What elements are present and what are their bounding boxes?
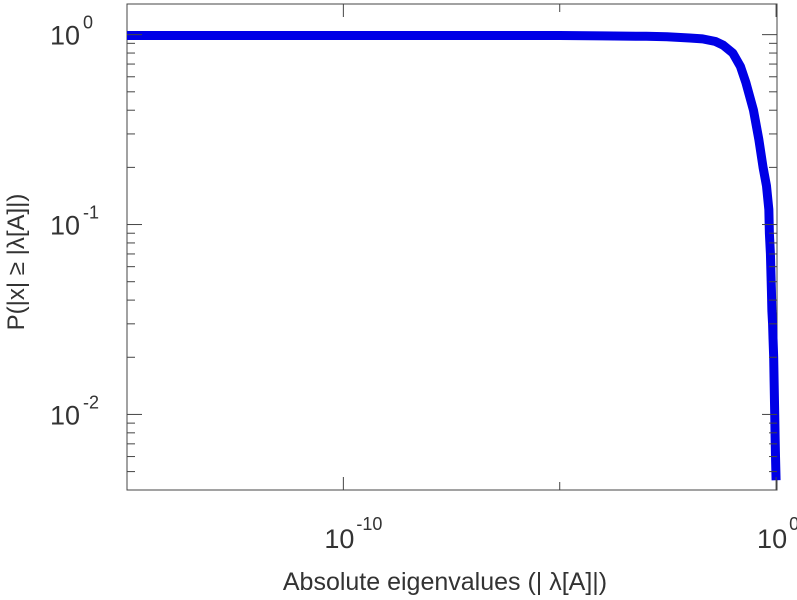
x-tick-label-1: 10 bbox=[757, 524, 787, 554]
series-line-0 bbox=[127, 30, 781, 481]
x-tick-label-0: 10 bbox=[324, 524, 354, 554]
x-tick-exponent-1: 0 bbox=[789, 514, 797, 534]
y-tick-label-0: 10 bbox=[50, 21, 80, 51]
x-axis-title: Absolute eigenvalues (| λ[A]|) bbox=[283, 568, 607, 596]
y-tick-exponent-0: 0 bbox=[83, 13, 93, 33]
y-tick-label-2: 10 bbox=[50, 400, 80, 430]
plot-frame bbox=[126, 3, 778, 491]
y-axis-title: P(|x| ≥ |λ[A]|) bbox=[3, 194, 30, 331]
x-tick-exponent-0: -10 bbox=[356, 514, 382, 534]
y-tick-label-1: 10 bbox=[50, 211, 80, 241]
x-tick-base-1: 10 bbox=[757, 524, 787, 554]
x-tick-base-0: 10 bbox=[324, 524, 354, 554]
y-tick-exponent-1: -1 bbox=[83, 203, 99, 223]
y-tick-exponent-2: -2 bbox=[83, 392, 99, 412]
